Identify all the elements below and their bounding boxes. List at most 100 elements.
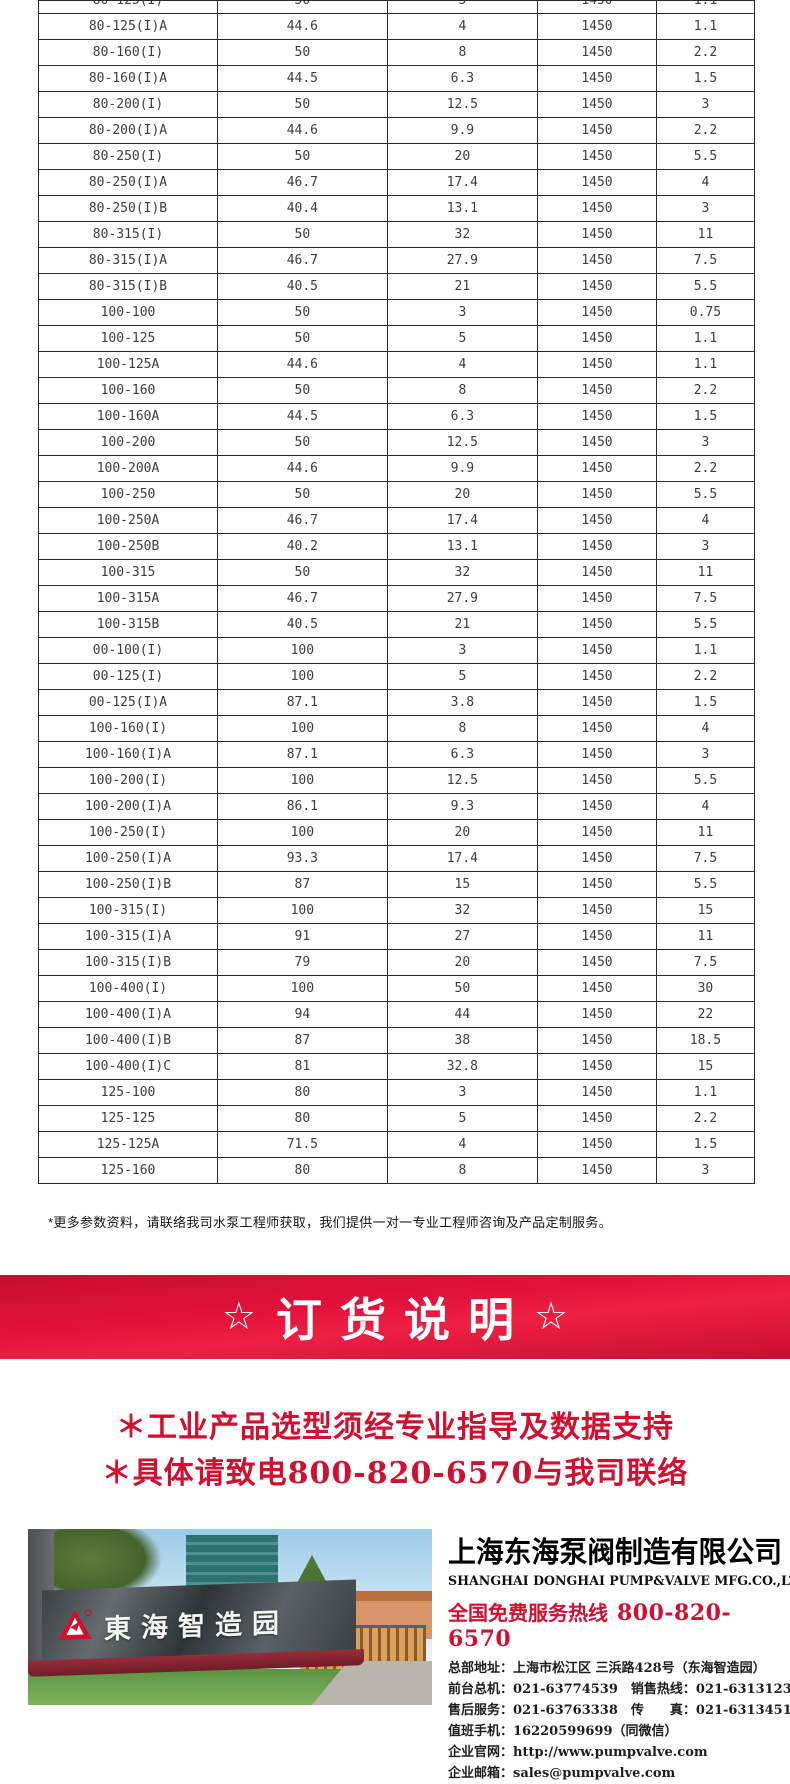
table-cell: 3 [655,195,756,222]
table-cell: 100-400(I)A [38,1001,218,1028]
table-cell: 1.1 [655,351,756,378]
table-cell: 1450 [537,767,657,794]
contact-line: 前台总机：021-63774539 销售热线：021-63131230 [448,1682,790,1697]
star-icon: ☆ [534,1296,569,1338]
table-cell: 1450 [537,637,657,664]
table-cell: 1450 [537,1105,657,1132]
table-cell: 4 [386,1131,539,1158]
table-cell: 80-200(I) [38,91,218,118]
table-cell: 80-125(I)A [38,13,218,40]
table-cell: 100-125 [38,325,218,352]
table-cell: 3.8 [386,689,539,716]
table-cell: 100 [217,663,388,690]
table-cell: 1450 [537,663,657,690]
banner-title: 订货说明 [276,1294,532,1346]
table-cell: 100-160 [38,377,218,404]
table-cell: 100 [217,819,388,846]
table-cell: 6.3 [386,403,539,430]
hotline-number: 800-820-6570 [448,1600,732,1652]
table-row: 80-250(I)B 40.4 13.1 1450 3 [38,195,756,222]
table-cell: 15 [655,1053,756,1080]
table-cell: 1450 [537,923,657,950]
table-cell: 2.2 [655,663,756,690]
table-cell: 50 [217,559,388,586]
table-row: 100-100 50 3 1450 0.75 [38,299,756,326]
table-cell: 46.7 [217,169,388,196]
table-cell: 27 [386,923,539,950]
table-cell: 4 [386,351,539,378]
table-cell: 6.3 [386,65,539,92]
table-cell: 21 [386,611,539,638]
table-cell: 32 [386,221,539,248]
table-cell: 100-250 [38,481,218,508]
table-cell: 1450 [537,481,657,508]
spec-table: 80-125(I) 50 5 1450 1.1 80-125(I)A 44.6 4 1450 1.… [38,0,756,1184]
table-cell: 6.3 [386,741,539,768]
table-cell: 1450 [537,689,657,716]
table-cell: 100-200 [38,429,218,456]
table-cell: 80-315(I)A [38,247,218,274]
table-cell: 1450 [537,897,657,924]
table-cell: 44.6 [217,455,388,482]
table-cell: 22 [655,1001,756,1028]
table-cell: 4 [655,169,756,196]
table-row: 100-250B 40.2 13.1 1450 3 [38,533,756,560]
contact-lines: 总部地址：上海市松江区 三浜路428号（东海智造园） 前台总机：021-63774… [448,1658,790,1784]
table-row: 100-250(I)A 93.3 17.4 1450 7.5 [38,845,756,872]
table-row: 125-160 80 8 1450 3 [38,1157,756,1184]
table-cell: 100-400(I) [38,975,218,1002]
table-cell: 7.5 [655,585,756,612]
table-cell: 7.5 [655,949,756,976]
table-cell: 50 [217,429,388,456]
contact-line[interactable]: 企业官网：http://www.pumpvalve.com [448,1745,708,1760]
table-cell: 1450 [537,351,657,378]
table-cell: 1450 [537,169,657,196]
table-cell: 44.5 [217,403,388,430]
table-row: 100-160(I)A 87.1 6.3 1450 3 [38,741,756,768]
table-cell: 1450 [537,533,657,560]
table-cell: 87.1 [217,741,388,768]
table-row: 80-250(I)A 46.7 17.4 1450 4 [38,169,756,196]
table-cell: 5 [386,0,539,14]
table-cell: 87.1 [217,689,388,716]
table-cell: 50 [217,0,388,14]
table-cell: 100-315 [38,559,218,586]
table-cell: 8 [386,1157,539,1184]
table-cell: 3 [655,741,756,768]
table-cell: 100 [217,897,388,924]
spec-table-body: 80-125(I) 50 5 1450 1.1 80-125(I)A 44.6 4 1450 1.… [38,0,756,1184]
table-cell: 100-315A [38,585,218,612]
table-row: 100-250A 46.7 17.4 1450 4 [38,507,756,534]
footnote: *更多参数资料，请联络我司水泵工程师获取，我们提供一对一专业工程师咨询及产品定制… [48,1215,612,1230]
table-cell: 100-200(I) [38,767,218,794]
table-cell: 12.5 [386,429,539,456]
table-row: 80-160(I) 50 8 1450 2.2 [38,39,756,66]
table-cell: 1.5 [655,65,756,92]
contact-line[interactable]: 企业邮箱：sales@pumpvalve.com [448,1766,676,1781]
table-cell: 80 [217,1079,388,1106]
table-cell: 100-315(I) [38,897,218,924]
table-cell: 80-315(I) [38,221,218,248]
table-cell: 5.5 [655,611,756,638]
table-cell: 50 [217,39,388,66]
table-cell: 9.9 [386,117,539,144]
table-row: 100-200A 44.6 9.9 1450 2.2 [38,455,756,482]
table-row: 100-400(I)C 81 32.8 1450 15 [38,1053,756,1080]
table-cell: 17.4 [386,169,539,196]
table-cell: 80-200(I)A [38,117,218,144]
table-cell: 4 [386,13,539,40]
table-cell: 44.6 [217,351,388,378]
table-cell: 5.5 [655,273,756,300]
table-cell: 3 [655,429,756,456]
table-cell: 100-250(I) [38,819,218,846]
table-row: 100-250(I) 100 20 1450 11 [38,819,756,846]
table-row: 100-400(I) 100 50 1450 30 [38,975,756,1002]
table-cell: 1450 [537,1027,657,1054]
table-row: 00-125(I) 100 5 1450 2.2 [38,663,756,690]
table-cell: 80-250(I) [38,143,218,170]
table-cell: 1450 [537,117,657,144]
table-cell: 8 [386,715,539,742]
table-cell: 1450 [537,1053,657,1080]
table-cell: 2.2 [655,377,756,404]
table-cell: 40.4 [217,195,388,222]
